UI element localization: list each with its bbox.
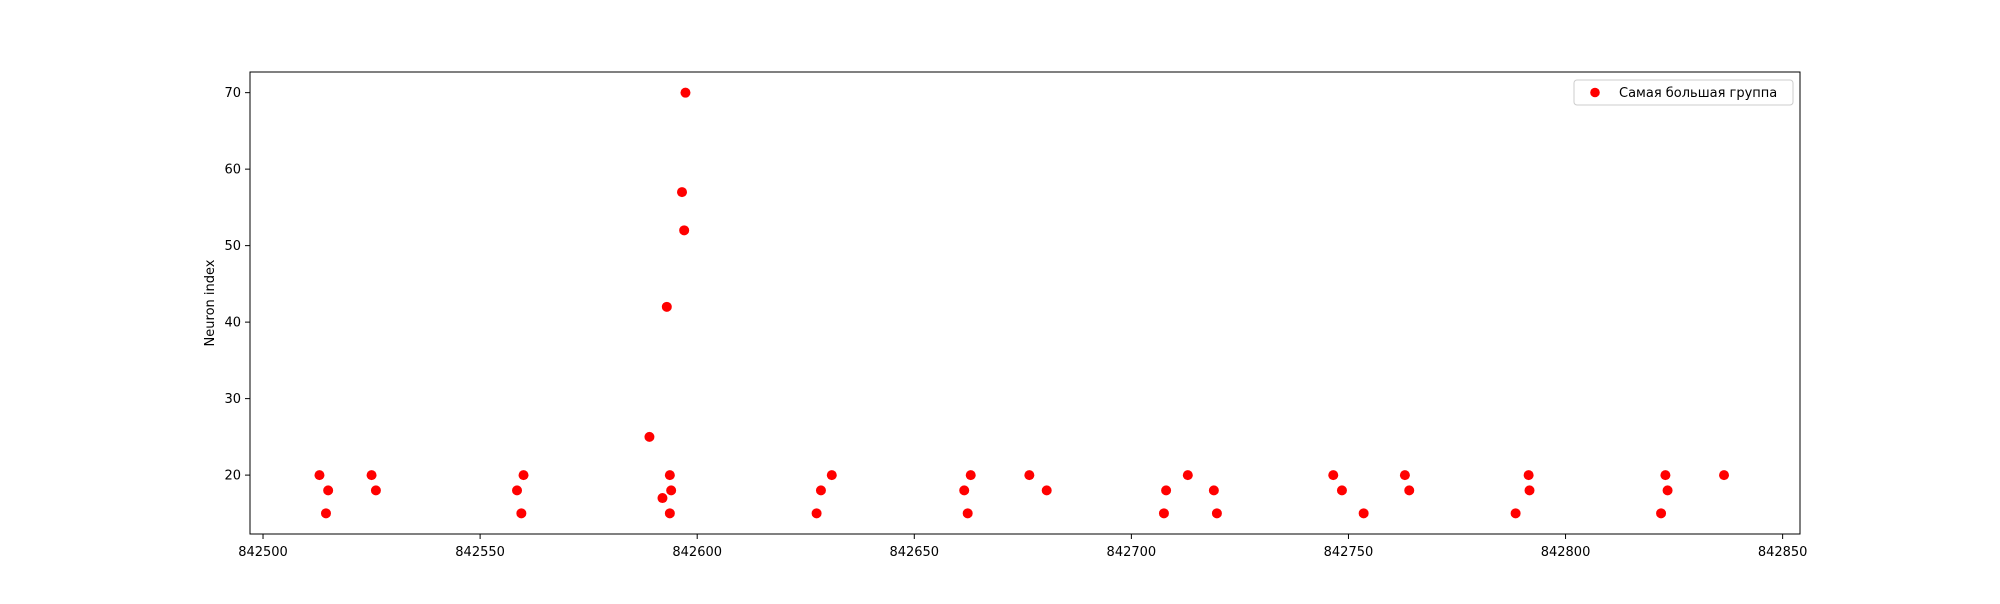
x-tick-label: 842650 [889, 545, 939, 560]
data-point [965, 470, 976, 481]
y-tick-label: 70 [224, 86, 241, 101]
data-point [962, 508, 973, 519]
legend: Самая большая группа [1573, 79, 1794, 106]
data-point [657, 493, 668, 504]
data-point [664, 470, 675, 481]
y-tick-label: 20 [224, 469, 241, 484]
data-point [1662, 485, 1673, 496]
data-point [366, 470, 377, 481]
data-point [1404, 485, 1415, 496]
data-point [512, 485, 523, 496]
y-tick-label: 50 [224, 239, 241, 254]
data-point [1208, 485, 1219, 496]
x-tick-label: 842800 [1541, 545, 1591, 560]
data-point [1523, 470, 1534, 481]
data-point [518, 470, 529, 481]
data-point [1336, 485, 1347, 496]
data-point [677, 187, 688, 198]
data-point [314, 470, 325, 481]
data-point [644, 431, 655, 442]
data-point [1656, 508, 1667, 519]
legend-marker-icon [1590, 87, 1600, 98]
legend-label: Самая большая группа [1619, 86, 1777, 101]
data-point [1399, 470, 1410, 481]
data-point [320, 508, 331, 519]
y-tick-label: 30 [224, 392, 241, 407]
data-point [1024, 470, 1035, 481]
data-point [1211, 508, 1222, 519]
x-axis: 842500 842550 842600 842650 842700 842750 8428… [238, 534, 1807, 560]
data-point [323, 485, 334, 496]
legend-box [1573, 79, 1794, 106]
data-point [1041, 485, 1052, 496]
data-point [666, 485, 677, 496]
y-axis-label: Neuron index [203, 259, 218, 346]
x-tick-label: 842550 [455, 545, 505, 560]
x-tick-label: 842600 [672, 545, 722, 560]
data-point [1161, 485, 1172, 496]
x-tick-label: 842700 [1107, 545, 1157, 560]
data-point [959, 485, 970, 496]
data-point [1158, 508, 1169, 519]
data-point [1358, 508, 1369, 519]
y-tick-label: 40 [224, 316, 241, 331]
x-tick-label: 842850 [1758, 545, 1808, 560]
data-point [680, 87, 691, 98]
data-point [1660, 470, 1671, 481]
plot-area-frame [249, 71, 1801, 535]
data-point [370, 485, 381, 496]
y-axis: 20 30 40 50 60 70 [224, 86, 250, 484]
data-point [661, 301, 672, 312]
data-point [826, 470, 837, 481]
data-point [1524, 485, 1535, 496]
data-point [1719, 470, 1730, 481]
data-point [664, 508, 675, 519]
x-tick-label: 842750 [1324, 545, 1374, 560]
y-tick-label: 60 [224, 163, 241, 178]
scatter-points [314, 87, 1730, 519]
data-point [1182, 470, 1193, 481]
data-point [811, 508, 822, 519]
data-point [516, 508, 527, 519]
data-point [1328, 470, 1339, 481]
data-point [815, 485, 826, 496]
data-point [679, 225, 690, 236]
x-tick-label: 842500 [238, 545, 288, 560]
data-point [1510, 508, 1521, 519]
